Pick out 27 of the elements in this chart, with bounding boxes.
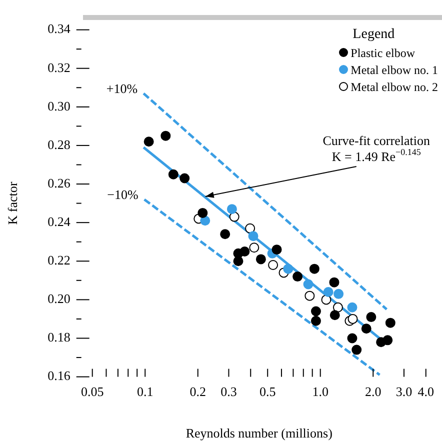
- x-tick-label: 4.0: [418, 384, 434, 400]
- y-tick-label: 0.20: [48, 291, 70, 306]
- legend-title: Legend: [352, 26, 396, 43]
- legend-label: Plastic elbow: [350, 45, 416, 62]
- legend-label: Metal elbow no. 1: [350, 62, 438, 79]
- annotation: +10%: [106, 80, 138, 96]
- y-tick-label: 0.32: [48, 60, 70, 75]
- x-tick-label: 2.0: [364, 384, 382, 400]
- y-tick-label: 0.16: [48, 368, 71, 384]
- x-tick-label: 3.0: [396, 384, 412, 400]
- y-tick-label: 0.28: [48, 136, 70, 152]
- x-tick-label: 0.3: [220, 384, 237, 400]
- x-tick-label: 0.5: [259, 384, 276, 400]
- y-tick-label: 0.30: [48, 98, 70, 114]
- x-tick-label: 0.2: [190, 384, 206, 400]
- x-tick-label: 1.0: [312, 384, 328, 400]
- y-axis-title: K factor: [5, 181, 20, 225]
- legend-label: Metal elbow no. 2: [350, 79, 438, 96]
- x-axis-title: Reynolds number (millions): [186, 426, 332, 441]
- y-tick-label: 0.34: [48, 21, 71, 36]
- y-tick-label: 0.22: [48, 252, 70, 268]
- x-tick-label: 0.1: [136, 384, 154, 400]
- y-tick-label: 0.26: [48, 175, 71, 190]
- y-tick-label: 0.18: [48, 330, 70, 345]
- y-tick-label: 0.24: [48, 214, 71, 229]
- x-tick-label: 0.05: [80, 384, 104, 400]
- annotation: −10%: [107, 186, 139, 202]
